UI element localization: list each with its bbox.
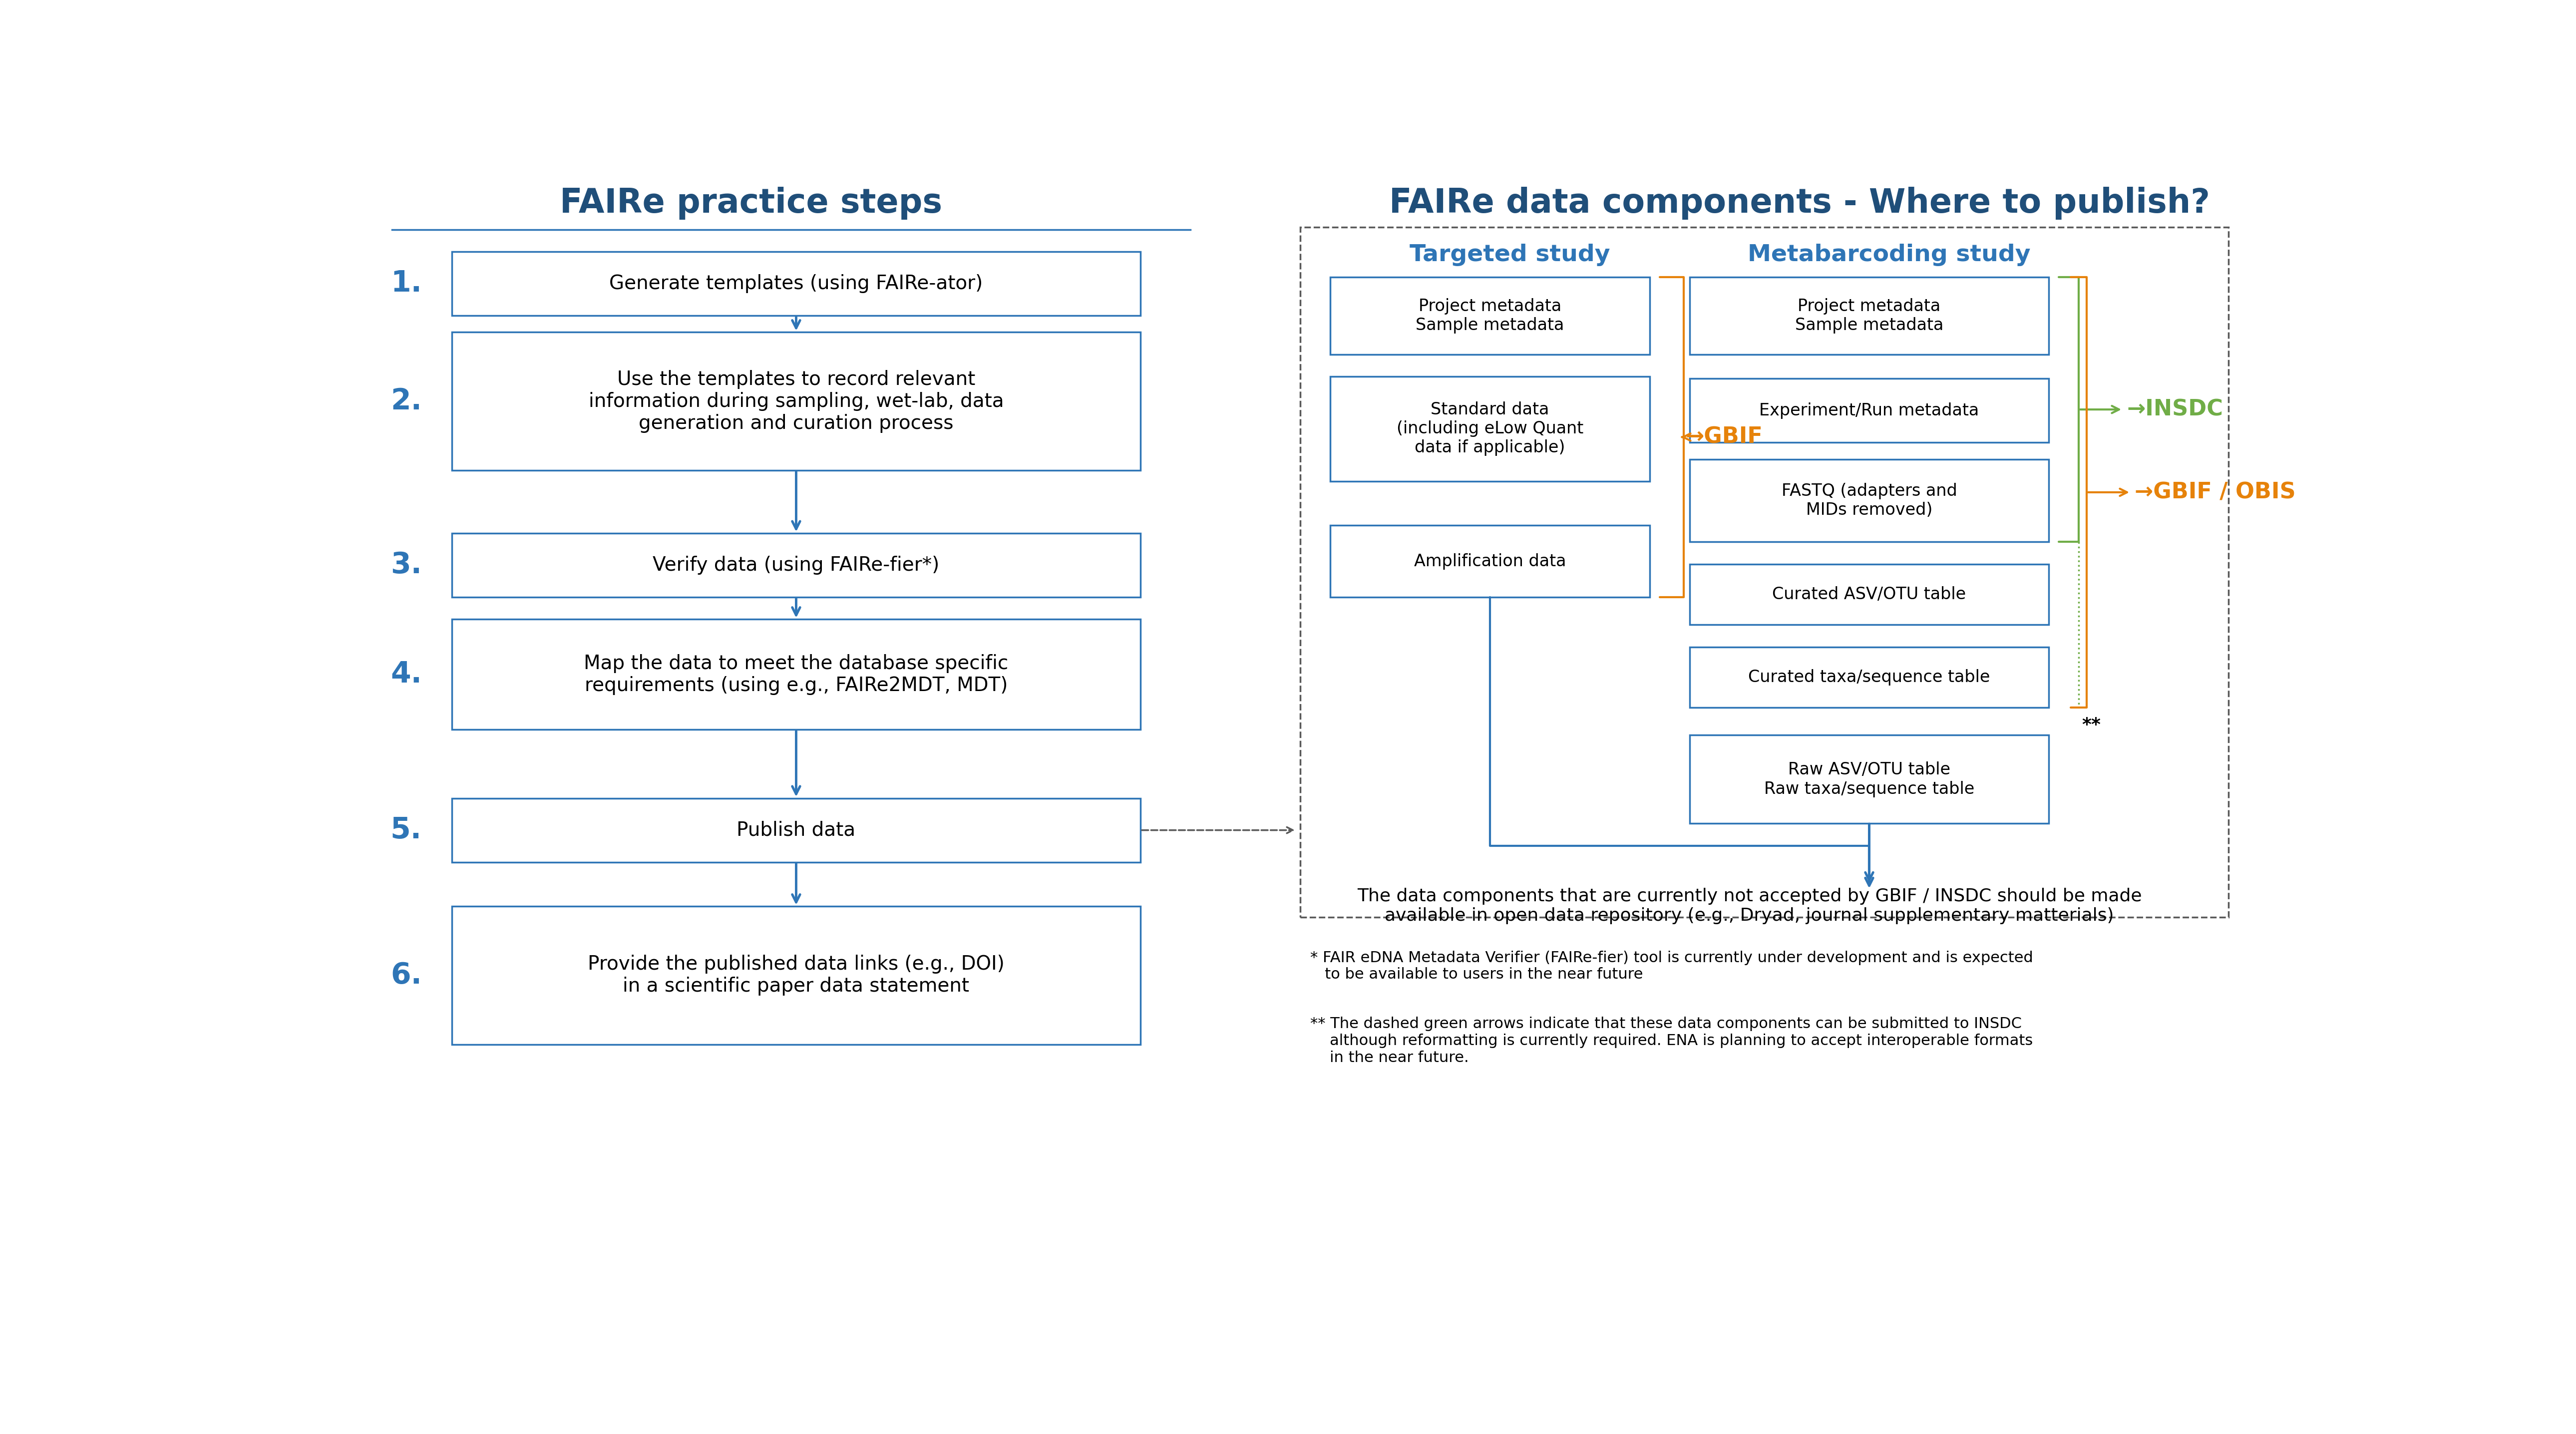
Text: Curated taxa/sequence table: Curated taxa/sequence table (1749, 670, 1991, 685)
Text: Raw ASV/OTU table
Raw taxa/sequence table: Raw ASV/OTU table Raw taxa/sequence tabl… (1765, 761, 1973, 797)
FancyBboxPatch shape (451, 333, 1141, 470)
FancyBboxPatch shape (1690, 379, 2048, 443)
Text: **: ** (2081, 717, 2102, 733)
Text: Curated ASV/OTU table: Curated ASV/OTU table (1772, 587, 1965, 602)
Text: Project metadata
Sample metadata: Project metadata Sample metadata (1417, 298, 1564, 333)
Text: FAIRe data components - Where to publish?: FAIRe data components - Where to publish… (1388, 186, 2210, 219)
Text: 6.: 6. (392, 961, 422, 989)
Text: 5.: 5. (392, 816, 422, 845)
Text: * FAIR eDNA Metadata Verifier (FAIRe-fier) tool is currently under development a: * FAIR eDNA Metadata Verifier (FAIRe-fie… (1311, 951, 2032, 982)
FancyBboxPatch shape (1690, 647, 2048, 707)
Text: ** The dashed green arrows indicate that these data components can be submitted : ** The dashed green arrows indicate that… (1311, 1017, 2032, 1065)
FancyBboxPatch shape (451, 251, 1141, 315)
FancyBboxPatch shape (1329, 376, 1649, 482)
Text: 1.: 1. (392, 270, 422, 298)
Text: The data components that are currently not accepted by GBIF / INSDC should be ma: The data components that are currently n… (1358, 888, 2141, 925)
Text: Provide the published data links (e.g., DOI)
in a scientific paper data statemen: Provide the published data links (e.g., … (587, 955, 1005, 995)
FancyBboxPatch shape (1690, 564, 2048, 625)
Text: Experiment/Run metadata: Experiment/Run metadata (1759, 403, 1978, 419)
Text: →INSDC: →INSDC (2128, 399, 2223, 420)
FancyBboxPatch shape (1329, 525, 1649, 597)
Text: Project metadata
Sample metadata: Project metadata Sample metadata (1795, 298, 1942, 333)
Text: 2.: 2. (392, 387, 422, 416)
Text: Amplification data: Amplification data (1414, 554, 1566, 569)
Text: →GBIF / OBIS: →GBIF / OBIS (2136, 482, 2295, 503)
Text: Metabarcoding study: Metabarcoding study (1747, 244, 2030, 267)
Text: Targeted study: Targeted study (1409, 244, 1610, 267)
Text: 4.: 4. (392, 660, 422, 688)
FancyBboxPatch shape (1690, 459, 2048, 542)
Text: Generate templates (using FAIRe-ator): Generate templates (using FAIRe-ator) (611, 274, 984, 293)
Text: Publish data: Publish data (737, 820, 855, 840)
Text: Use the templates to record relevant
information during sampling, wet-lab, data
: Use the templates to record relevant inf… (587, 370, 1005, 433)
FancyBboxPatch shape (1690, 277, 2048, 354)
Text: →GBIF: →GBIF (1685, 426, 1762, 447)
FancyBboxPatch shape (1329, 277, 1649, 354)
FancyBboxPatch shape (1690, 736, 2048, 823)
Text: 3.: 3. (392, 551, 422, 579)
Text: Standard data
(including eLow Quant
data if applicable): Standard data (including eLow Quant data… (1396, 402, 1584, 456)
FancyBboxPatch shape (451, 799, 1141, 862)
Text: FAIRe practice steps: FAIRe practice steps (559, 186, 943, 219)
FancyBboxPatch shape (451, 906, 1141, 1044)
Text: Verify data (using FAIRe-fier*): Verify data (using FAIRe-fier*) (652, 556, 940, 575)
FancyBboxPatch shape (451, 533, 1141, 597)
FancyBboxPatch shape (451, 619, 1141, 730)
Text: FASTQ (adapters and
MIDs removed): FASTQ (adapters and MIDs removed) (1783, 483, 1958, 518)
Text: Map the data to meet the database specific
requirements (using e.g., FAIRe2MDT, : Map the data to meet the database specif… (585, 654, 1007, 695)
